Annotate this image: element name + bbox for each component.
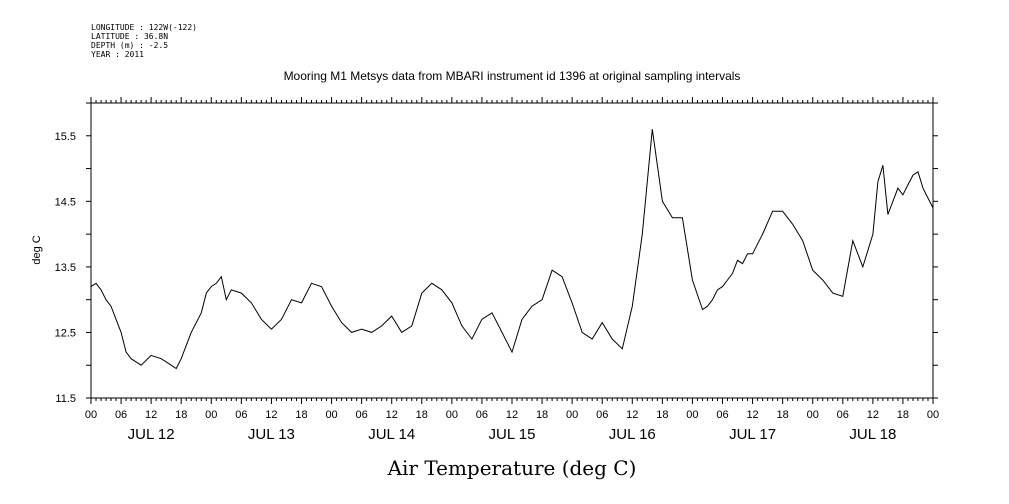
x-axis: 00 06 12 18 00 06 12 18 00 06 12 18 00 06 12 18 00 06 12 18…: [85, 97, 939, 443]
x-hour-label: 00: [446, 409, 458, 421]
y-tick-label: 13.5: [55, 262, 76, 274]
x-hour-label: 00: [205, 409, 217, 421]
x-day-label: JUL 18: [849, 426, 896, 443]
x-day-label: JUL 13: [248, 426, 295, 443]
x-hour-label: 00: [325, 409, 337, 421]
x-day-label: JUL 15: [489, 426, 536, 443]
x-hour-label: 18: [777, 409, 789, 421]
x-hour-label: 00: [566, 409, 578, 421]
y-axis-label: deg C: [31, 235, 43, 264]
y-tick-label: 11.5: [55, 393, 76, 405]
x-day-label: JUL 14: [368, 426, 415, 443]
plot-frame: [90, 102, 934, 399]
y-axis: 11.5 12.5 13.5 14.5 15.5: [55, 102, 938, 405]
y-tick-label: 12.5: [55, 327, 76, 339]
x-hour-label: 00: [807, 409, 819, 421]
series-line: [90, 129, 934, 370]
x-hour-label: 12: [626, 409, 638, 421]
x-hour-label: 12: [386, 409, 398, 421]
x-hour-label: 12: [265, 409, 277, 421]
year-label: YEAR : 2011: [91, 50, 144, 59]
x-hour-label: 12: [746, 409, 758, 421]
x-hour-label: 06: [115, 409, 127, 421]
x-day-label: JUL 17: [729, 426, 776, 443]
x-hour-label: 18: [175, 409, 187, 421]
x-day-label: JUL 12: [128, 426, 175, 443]
x-hour-label: 00: [85, 409, 97, 421]
x-hour-label: 18: [295, 409, 307, 421]
metadata-block: LONGITUDE : 122W(-122) LATITUDE : 36.8N …: [91, 23, 197, 59]
x-hour-label: 06: [235, 409, 247, 421]
x-hour-label: 06: [716, 409, 728, 421]
x-hour-label: 06: [356, 409, 368, 421]
y-tick-label: 14.5: [55, 196, 76, 208]
x-hour-label: 12: [506, 409, 518, 421]
depth-label: DEPTH (m) : -2.5: [91, 41, 168, 50]
x-hour-label: 18: [656, 409, 668, 421]
x-hour-label: 06: [837, 409, 849, 421]
x-hour-label: 00: [927, 409, 939, 421]
x-hour-label: 00: [686, 409, 698, 421]
x-day-label: JUL 16: [609, 426, 656, 443]
longitude-label: LONGITUDE : 122W(-122): [91, 23, 197, 32]
x-hour-label: 06: [476, 409, 488, 421]
x-hour-label: 18: [536, 409, 548, 421]
x-axis-label: Air Temperature (deg C): [387, 456, 637, 480]
y-tick-label: 15.5: [55, 131, 76, 143]
x-hour-label: 12: [145, 409, 157, 421]
x-hour-label: 06: [596, 409, 608, 421]
chart-title: Mooring M1 Metsys data from MBARI instru…: [284, 69, 741, 83]
x-hour-label: 18: [897, 409, 909, 421]
x-hour-label: 18: [416, 409, 428, 421]
latitude-label: LATITUDE : 36.8N: [91, 32, 168, 41]
x-hour-label: 12: [867, 409, 879, 421]
